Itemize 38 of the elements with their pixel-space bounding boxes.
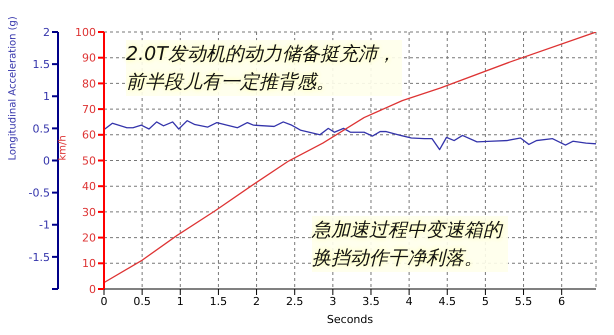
y2-tick-label: 100	[75, 26, 96, 39]
x-tick-label: 2.5	[286, 294, 304, 308]
annotation: 急加速过程中变速箱的换挡动作干净利落。	[312, 216, 508, 272]
y2-tick-label: 40	[82, 180, 96, 194]
y-tick-label: 0	[43, 154, 50, 168]
y-tick-label: 1	[43, 90, 50, 104]
y2-tick-label: 90	[82, 52, 96, 65]
x-tick-label: 3.5	[362, 294, 380, 308]
y-tick-label: -1	[39, 218, 50, 232]
x-tick-label: 3	[329, 294, 336, 308]
y2-tick-label: 50	[82, 154, 96, 168]
y2-tick-label: 0	[89, 282, 96, 296]
y-tick-label: 2	[43, 26, 50, 39]
x-tick-label: 5.5	[514, 294, 532, 308]
y2-tick-label: 70	[82, 103, 96, 116]
x-tick-label: 0	[100, 294, 108, 308]
x-tick-label: 4.5	[438, 294, 456, 308]
y2-tick-label: 30	[82, 206, 96, 219]
annotation: 2.0T发动机的动力储备挺充沛，前半段儿有一定推背感。	[126, 40, 402, 96]
x-tick-label: 2	[253, 294, 260, 308]
line-series	[104, 120, 596, 150]
y-tick-label: 0.5	[32, 122, 50, 136]
x-tick-label: 5	[482, 294, 489, 308]
y2-axis-title: km/h	[58, 135, 69, 160]
y2-tick-label: 80	[82, 77, 96, 90]
y-tick-label: 1.5	[32, 58, 50, 72]
x-tick-label: 1	[176, 294, 184, 308]
y2-tick-label: 10	[82, 257, 96, 270]
x-tick-label: 4	[406, 294, 413, 308]
x-tick-label: 1.5	[210, 294, 228, 308]
y2-tick-label: 60	[82, 128, 96, 142]
y-axis-title: Longitudinal Acceleration (g)	[8, 16, 19, 160]
x-tick-label: 0.5	[133, 294, 151, 308]
y-tick-label: -0.5	[28, 186, 50, 200]
y-tick-label: -1.5	[28, 250, 50, 264]
x-axis-title: Seconds	[326, 313, 374, 326]
y2-tick-label: 20	[82, 232, 96, 245]
x-tick-label: 6	[558, 294, 566, 308]
